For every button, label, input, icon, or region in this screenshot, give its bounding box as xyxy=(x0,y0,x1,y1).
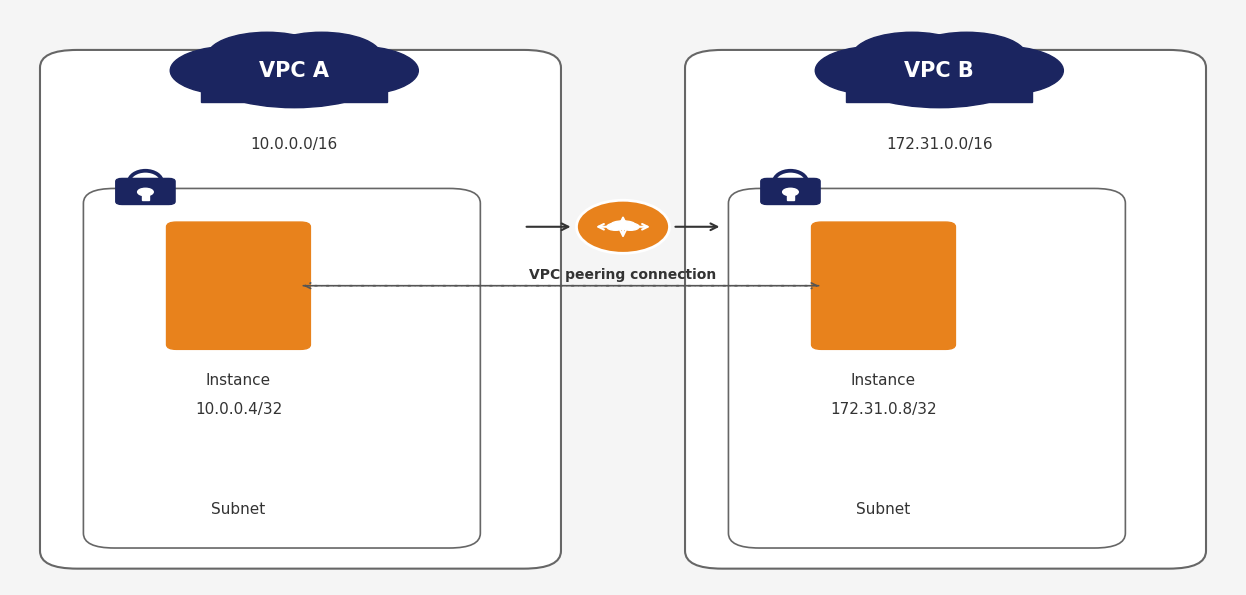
Bar xyxy=(787,192,794,200)
Text: VPC A: VPC A xyxy=(259,61,329,80)
Ellipse shape xyxy=(852,32,972,79)
Ellipse shape xyxy=(207,57,356,102)
Ellipse shape xyxy=(232,57,381,102)
Ellipse shape xyxy=(289,46,419,95)
FancyBboxPatch shape xyxy=(116,178,176,205)
Ellipse shape xyxy=(611,221,635,229)
Text: Instance: Instance xyxy=(206,372,272,387)
Ellipse shape xyxy=(262,32,381,79)
FancyBboxPatch shape xyxy=(685,50,1206,569)
Bar xyxy=(142,192,148,200)
Ellipse shape xyxy=(852,57,1002,102)
Text: VPC B: VPC B xyxy=(905,61,974,80)
Ellipse shape xyxy=(846,39,1033,108)
Ellipse shape xyxy=(877,57,1027,102)
FancyBboxPatch shape xyxy=(202,74,388,102)
FancyBboxPatch shape xyxy=(40,50,561,569)
Text: 10.0.0.0/16: 10.0.0.0/16 xyxy=(250,137,338,152)
Text: Subnet: Subnet xyxy=(856,502,911,517)
FancyBboxPatch shape xyxy=(761,178,820,205)
Ellipse shape xyxy=(815,46,944,95)
FancyBboxPatch shape xyxy=(846,74,1033,102)
FancyBboxPatch shape xyxy=(167,222,310,349)
Ellipse shape xyxy=(907,32,1027,79)
Ellipse shape xyxy=(577,201,669,253)
Text: Subnet: Subnet xyxy=(212,502,265,517)
Ellipse shape xyxy=(207,32,326,79)
Ellipse shape xyxy=(202,39,388,108)
Circle shape xyxy=(137,188,153,196)
FancyBboxPatch shape xyxy=(811,222,956,349)
Text: 172.31.0.8/32: 172.31.0.8/32 xyxy=(830,402,937,417)
Ellipse shape xyxy=(171,46,299,95)
Text: VPC peering connection: VPC peering connection xyxy=(530,268,716,282)
Text: Instance: Instance xyxy=(851,372,916,387)
Text: 172.31.0.0/16: 172.31.0.0/16 xyxy=(886,137,993,152)
FancyBboxPatch shape xyxy=(729,189,1125,548)
Circle shape xyxy=(782,188,799,196)
Ellipse shape xyxy=(934,46,1063,95)
FancyBboxPatch shape xyxy=(83,189,481,548)
Ellipse shape xyxy=(607,223,624,230)
Text: 10.0.0.4/32: 10.0.0.4/32 xyxy=(194,402,282,417)
Ellipse shape xyxy=(622,223,639,230)
